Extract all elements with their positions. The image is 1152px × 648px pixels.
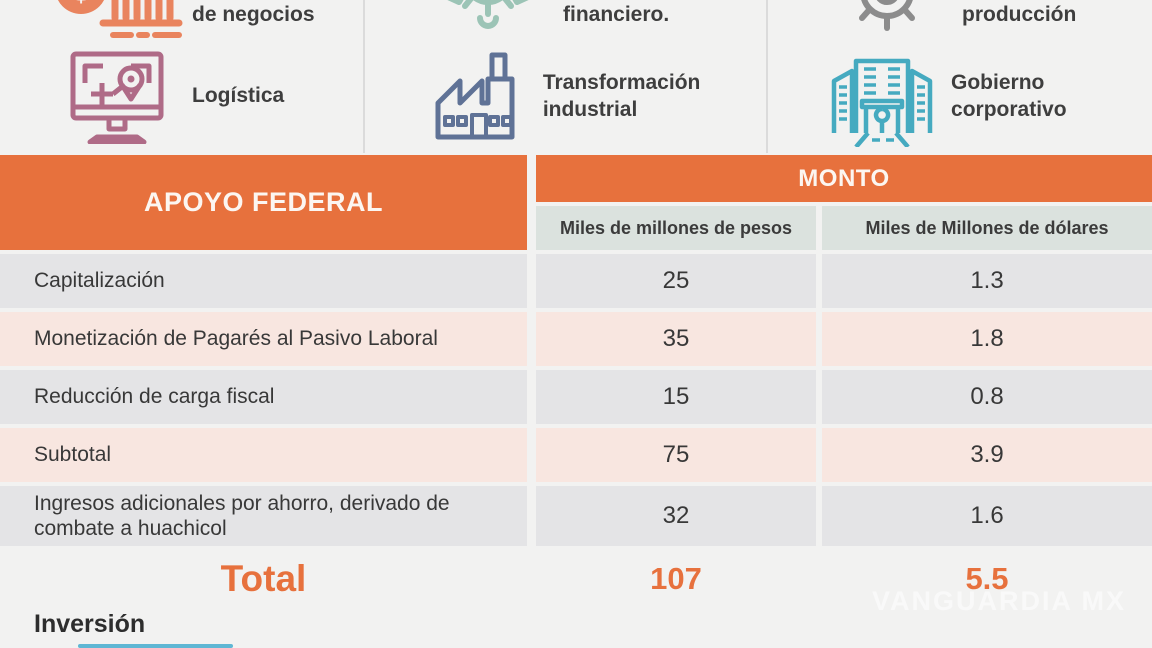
- top-label-negocios: de negocios: [192, 3, 315, 26]
- top-column-3: producción: [768, 0, 1150, 153]
- top-column-1: $ de negocios: [0, 0, 363, 153]
- total-pesos: 107: [650, 561, 702, 596]
- table-header: APOYO FEDERAL MONTO Miles de millones de…: [0, 155, 1152, 250]
- list-item: Logística: [0, 40, 363, 153]
- table-row: Ingresos adicionales por ahorro, derivad…: [0, 486, 1152, 546]
- header-dolares: Miles de Millones de dólares: [822, 206, 1152, 250]
- header-pesos: Miles de millones de pesos: [536, 206, 816, 250]
- header-subcolumns: Miles de millones de pesos Miles de Mill…: [536, 206, 1152, 250]
- row-pesos: 25: [536, 254, 816, 308]
- row-pesos: 75: [536, 428, 816, 482]
- top-label-gobierno: Gobierno corporativo: [951, 71, 1067, 121]
- row-label: Ingresos adicionales por ahorro, derivad…: [0, 486, 527, 546]
- row-dolares: 3.9: [822, 428, 1152, 482]
- header-monto: MONTO: [536, 155, 1152, 202]
- top-label-transformacion: Transformación industrial: [542, 71, 701, 121]
- top-label-produccion: producción: [962, 3, 1077, 26]
- row-pesos: 15: [536, 370, 816, 424]
- row-dolares: 1.6: [822, 486, 1152, 546]
- table-row: Subtotal 75 3.9: [0, 428, 1152, 482]
- table-total-row: Total 107 5.5: [0, 554, 1152, 604]
- list-item: financiero.: [365, 0, 766, 40]
- row-label: Capitalización: [0, 254, 527, 308]
- money-chart-icon: $: [42, 0, 192, 40]
- svg-text:$: $: [71, 0, 91, 9]
- row-pesos: 35: [536, 312, 816, 366]
- list-item: Gobierno corporativo: [768, 40, 1150, 153]
- top-label-financiero: financiero.: [563, 3, 670, 26]
- table-row: Capitalización 25 1.3: [0, 254, 1152, 308]
- row-label: Monetización de Pagarés al Pasivo Labora…: [0, 312, 527, 366]
- next-section-partial-icon: [78, 644, 233, 648]
- row-label: Reducción de carga fiscal: [0, 370, 527, 424]
- buildings-icon: [812, 47, 951, 147]
- row-label: Subtotal: [0, 428, 527, 482]
- top-label-logistica: Logística: [192, 84, 285, 108]
- header-apoyo-federal: APOYO FEDERAL: [0, 155, 527, 250]
- watermark: VANGUARDIA MX: [872, 586, 1126, 616]
- list-item: $ de negocios: [0, 0, 363, 40]
- row-dolares: 1.8: [822, 312, 1152, 366]
- top-column-2: financiero.: [363, 0, 768, 153]
- gear-icon: [812, 0, 962, 40]
- gears-tools-icon: [413, 0, 563, 40]
- table-row: Monetización de Pagarés al Pasivo Labora…: [0, 312, 1152, 366]
- row-pesos: 32: [536, 486, 816, 546]
- row-dolares: 0.8: [822, 370, 1152, 424]
- monitor-map-icon: [42, 49, 192, 144]
- top-icon-grid: $ de negocios: [0, 0, 1152, 153]
- row-dolares: 1.3: [822, 254, 1152, 308]
- list-item: producción: [768, 0, 1150, 40]
- factory-icon: [413, 51, 543, 143]
- table-row: Reducción de carga fiscal 15 0.8: [0, 370, 1152, 424]
- total-label: Total: [220, 558, 307, 599]
- apoyo-federal-table: APOYO FEDERAL MONTO Miles de millones de…: [0, 155, 1152, 604]
- list-item: Transformación industrial: [365, 40, 766, 153]
- total-dolares: 5.5: [965, 561, 1009, 596]
- section-title-inversion: Inversión: [34, 610, 146, 638]
- header-monto-group: MONTO Miles de millones de pesos Miles d…: [536, 155, 1152, 250]
